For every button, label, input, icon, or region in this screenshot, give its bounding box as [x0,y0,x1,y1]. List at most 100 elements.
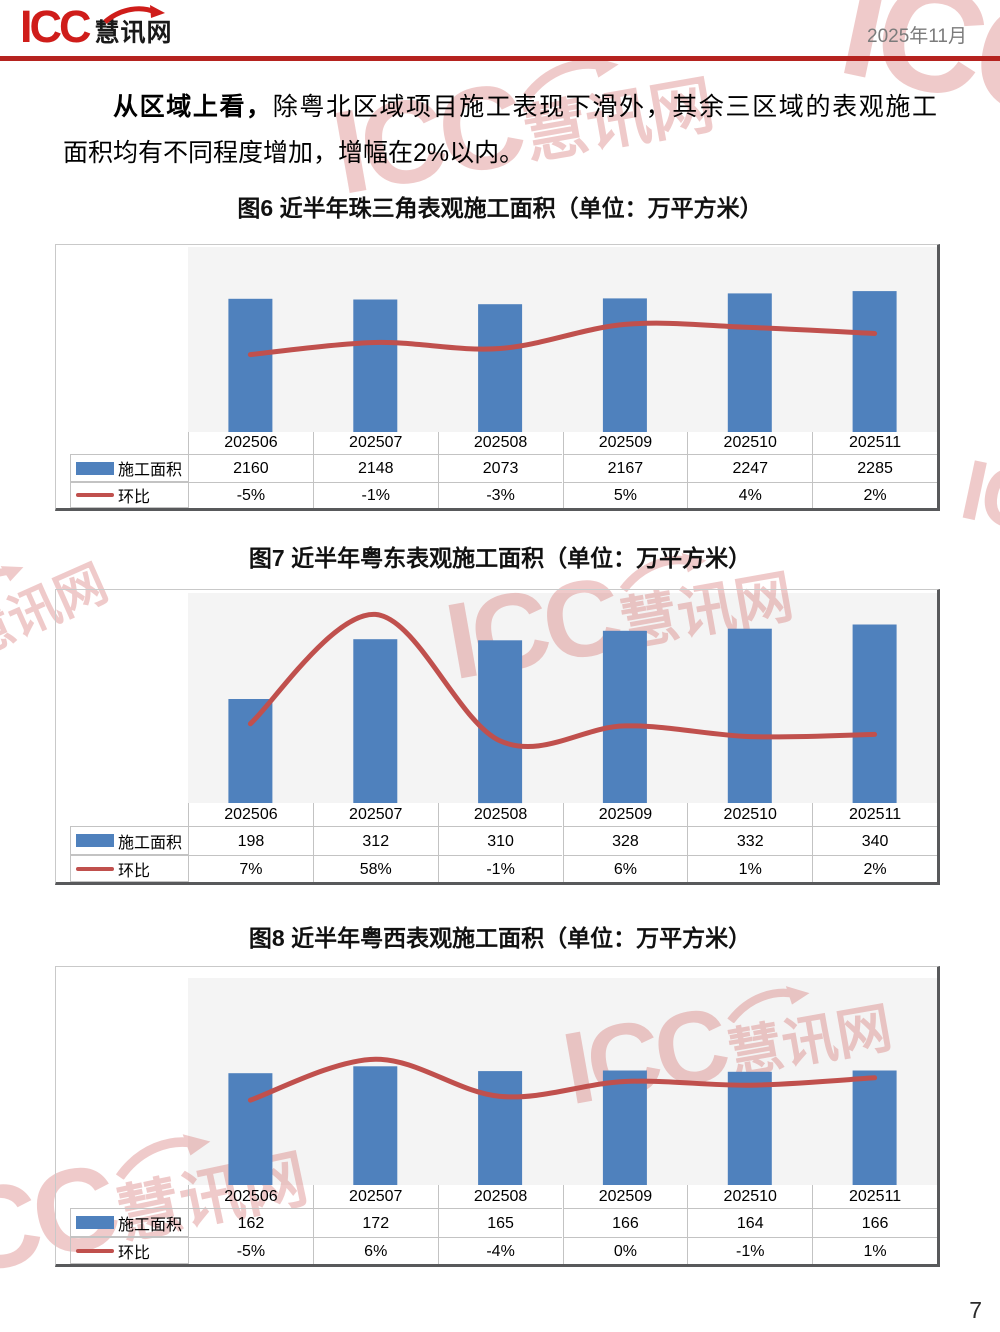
value-cell-施工面积-202510: 2247 [687,454,813,482]
legend-swatch-bar [76,461,114,475]
logo-icc-text: ICC [20,1,91,52]
header-rule [0,56,1000,61]
logo-right: 慧讯网 [94,4,173,47]
legend-swatch-line [76,493,114,497]
value-cell-施工面积-202508: 165 [437,1208,563,1237]
x-axis-label: 202509 [562,803,688,826]
legend-cell-环比: 环比 [70,482,188,508]
legend-cell-施工面积: 施工面积 [70,1208,188,1237]
x-axis-label: 202511 [812,803,937,826]
bar-202507 [353,1066,398,1185]
value-cell-环比-202509: 6% [562,855,688,882]
legend-cell-施工面积: 施工面积 [70,826,188,855]
series-name: 环比 [118,862,151,880]
bar-202510 [727,293,772,432]
value-cell-环比-202507: 6% [312,1237,438,1264]
legend-cell-施工面积: 施工面积 [70,454,188,482]
value-cell-环比-202510: 4% [687,482,813,508]
value-cell-环比-202506: -5% [188,482,313,508]
x-axis-label: 202510 [687,803,812,826]
value-cell-环比-202508: -4% [437,1237,563,1264]
value-cell-施工面积-202510: 164 [687,1208,813,1237]
chart-frame-fig6: 202506 202507 202508 202509 202510 202511 施工面积… [55,244,940,511]
x-axis-label: 202507 [312,1185,438,1208]
plot-area [228,1056,897,1185]
chart-frame-fig8: 202506 202507 202508 202509 202510 202511 施工面积… [55,966,940,1267]
x-axis-label: 202508 [437,803,563,826]
value-cell-施工面积-202506: 162 [188,1208,313,1237]
value-cell-环比-202508: -3% [437,482,563,508]
value-cell-环比-202509: 0% [562,1237,688,1264]
paragraph-line-1: 从区域上看，除粤北区域项目施工表现下滑外，其余三区域的表观施工 [63,84,937,130]
bar-202508 [478,1071,523,1185]
bar-202509 [602,298,647,432]
x-axis-label: 202509 [562,1185,688,1208]
trend-line [247,320,878,358]
legend-cell-环比: 环比 [70,1237,188,1264]
bar-202508 [478,304,523,432]
value-cell-施工面积-202511: 2285 [812,454,937,482]
x-axis-label: 202506 [188,432,313,454]
value-cell-环比-202510: -1% [687,1237,813,1264]
legend-swatch-line [76,1248,114,1253]
x-axis-label: 202508 [437,432,563,454]
plot-area-bg [188,593,937,803]
bar-202509 [602,1070,647,1185]
value-cell-施工面积-202509: 328 [562,826,688,855]
bar-202509 [602,630,647,803]
logo-cn-text: 慧讯网 [94,18,173,47]
value-cell-施工面积-202508: 2073 [437,454,563,482]
x-axis-label: 202511 [812,432,937,454]
value-cell-施工面积-202506: 2160 [188,454,313,482]
series-name: 施工面积 [118,834,183,852]
series-name: 环比 [118,1244,151,1262]
page-number: 7 [969,1297,982,1323]
issue-date: 2025年11月 [867,26,967,47]
value-cell-施工面积-202507: 312 [312,826,438,855]
bar-202511 [852,1070,897,1185]
value-cell-施工面积-202508: 310 [437,826,563,855]
trend-line [247,1056,878,1103]
series-name: 施工面积 [118,462,183,479]
legend-swatch-line [76,866,114,871]
bar-202506 [228,1073,273,1185]
legend-cell-环比: 环比 [70,855,188,882]
intro-paragraph: 从区域上看，除粤北区域项目施工表现下滑外，其余三区域的表观施工 面积均有不同程度… [63,84,937,176]
value-cell-施工面积-202507: 172 [312,1208,438,1237]
x-axis-label: 202506 [188,1185,313,1208]
value-cell-环比-202511: 2% [812,855,937,882]
x-axis-label: 202510 [687,1185,812,1208]
bar-202506 [228,298,273,432]
plot-area-bg [188,247,937,432]
value-cell-施工面积-202510: 332 [687,826,813,855]
legend-swatch-bar [76,1216,114,1229]
value-cell-环比-202506: 7% [188,855,313,882]
value-cell-施工面积-202507: 2148 [312,454,438,482]
x-axis-label: 202510 [687,432,812,454]
bar-202506 [228,699,273,803]
paragraph-bold-leadin: 从区域上看， [113,93,273,121]
plot-area [228,611,897,804]
value-cell-施工面积-202511: 340 [812,826,937,855]
bar-202511 [852,624,897,803]
value-cell-施工面积-202509: 2167 [562,454,688,482]
value-cell-环比-202506: -5% [188,1237,313,1264]
bar-202510 [727,628,772,803]
value-cell-环比-202509: 5% [562,482,688,508]
bar-202510 [727,1071,772,1185]
chart-title-fig8: 图8 近半年粤西表观施工面积（单位：万平方米） [248,925,752,951]
x-axis-label: 202507 [312,803,438,826]
x-axis-label: 202511 [812,1185,937,1208]
series-name: 施工面积 [118,1216,183,1234]
value-cell-施工面积-202506: 198 [188,826,313,855]
chart-title-fig6: 图6 近半年珠三角表观施工面积（单位：万平方米） [237,195,763,221]
value-cell-施工面积-202511: 166 [812,1208,937,1237]
bar-202507 [353,639,398,803]
x-axis-label: 202506 [188,803,313,826]
chart-title-fig7: 图7 近半年粤东表观施工面积（单位：万平方米） [248,545,752,571]
paragraph-line-2: 面积均有不同程度增加，增幅在2%以内。 [63,139,525,167]
x-axis-label: 202508 [437,1185,563,1208]
value-cell-施工面积-202509: 166 [562,1208,688,1237]
chart-frame-fig7: 202506 202507 202508 202509 202510 202511 施工面积… [55,589,940,885]
legend-swatch-bar [76,834,114,847]
